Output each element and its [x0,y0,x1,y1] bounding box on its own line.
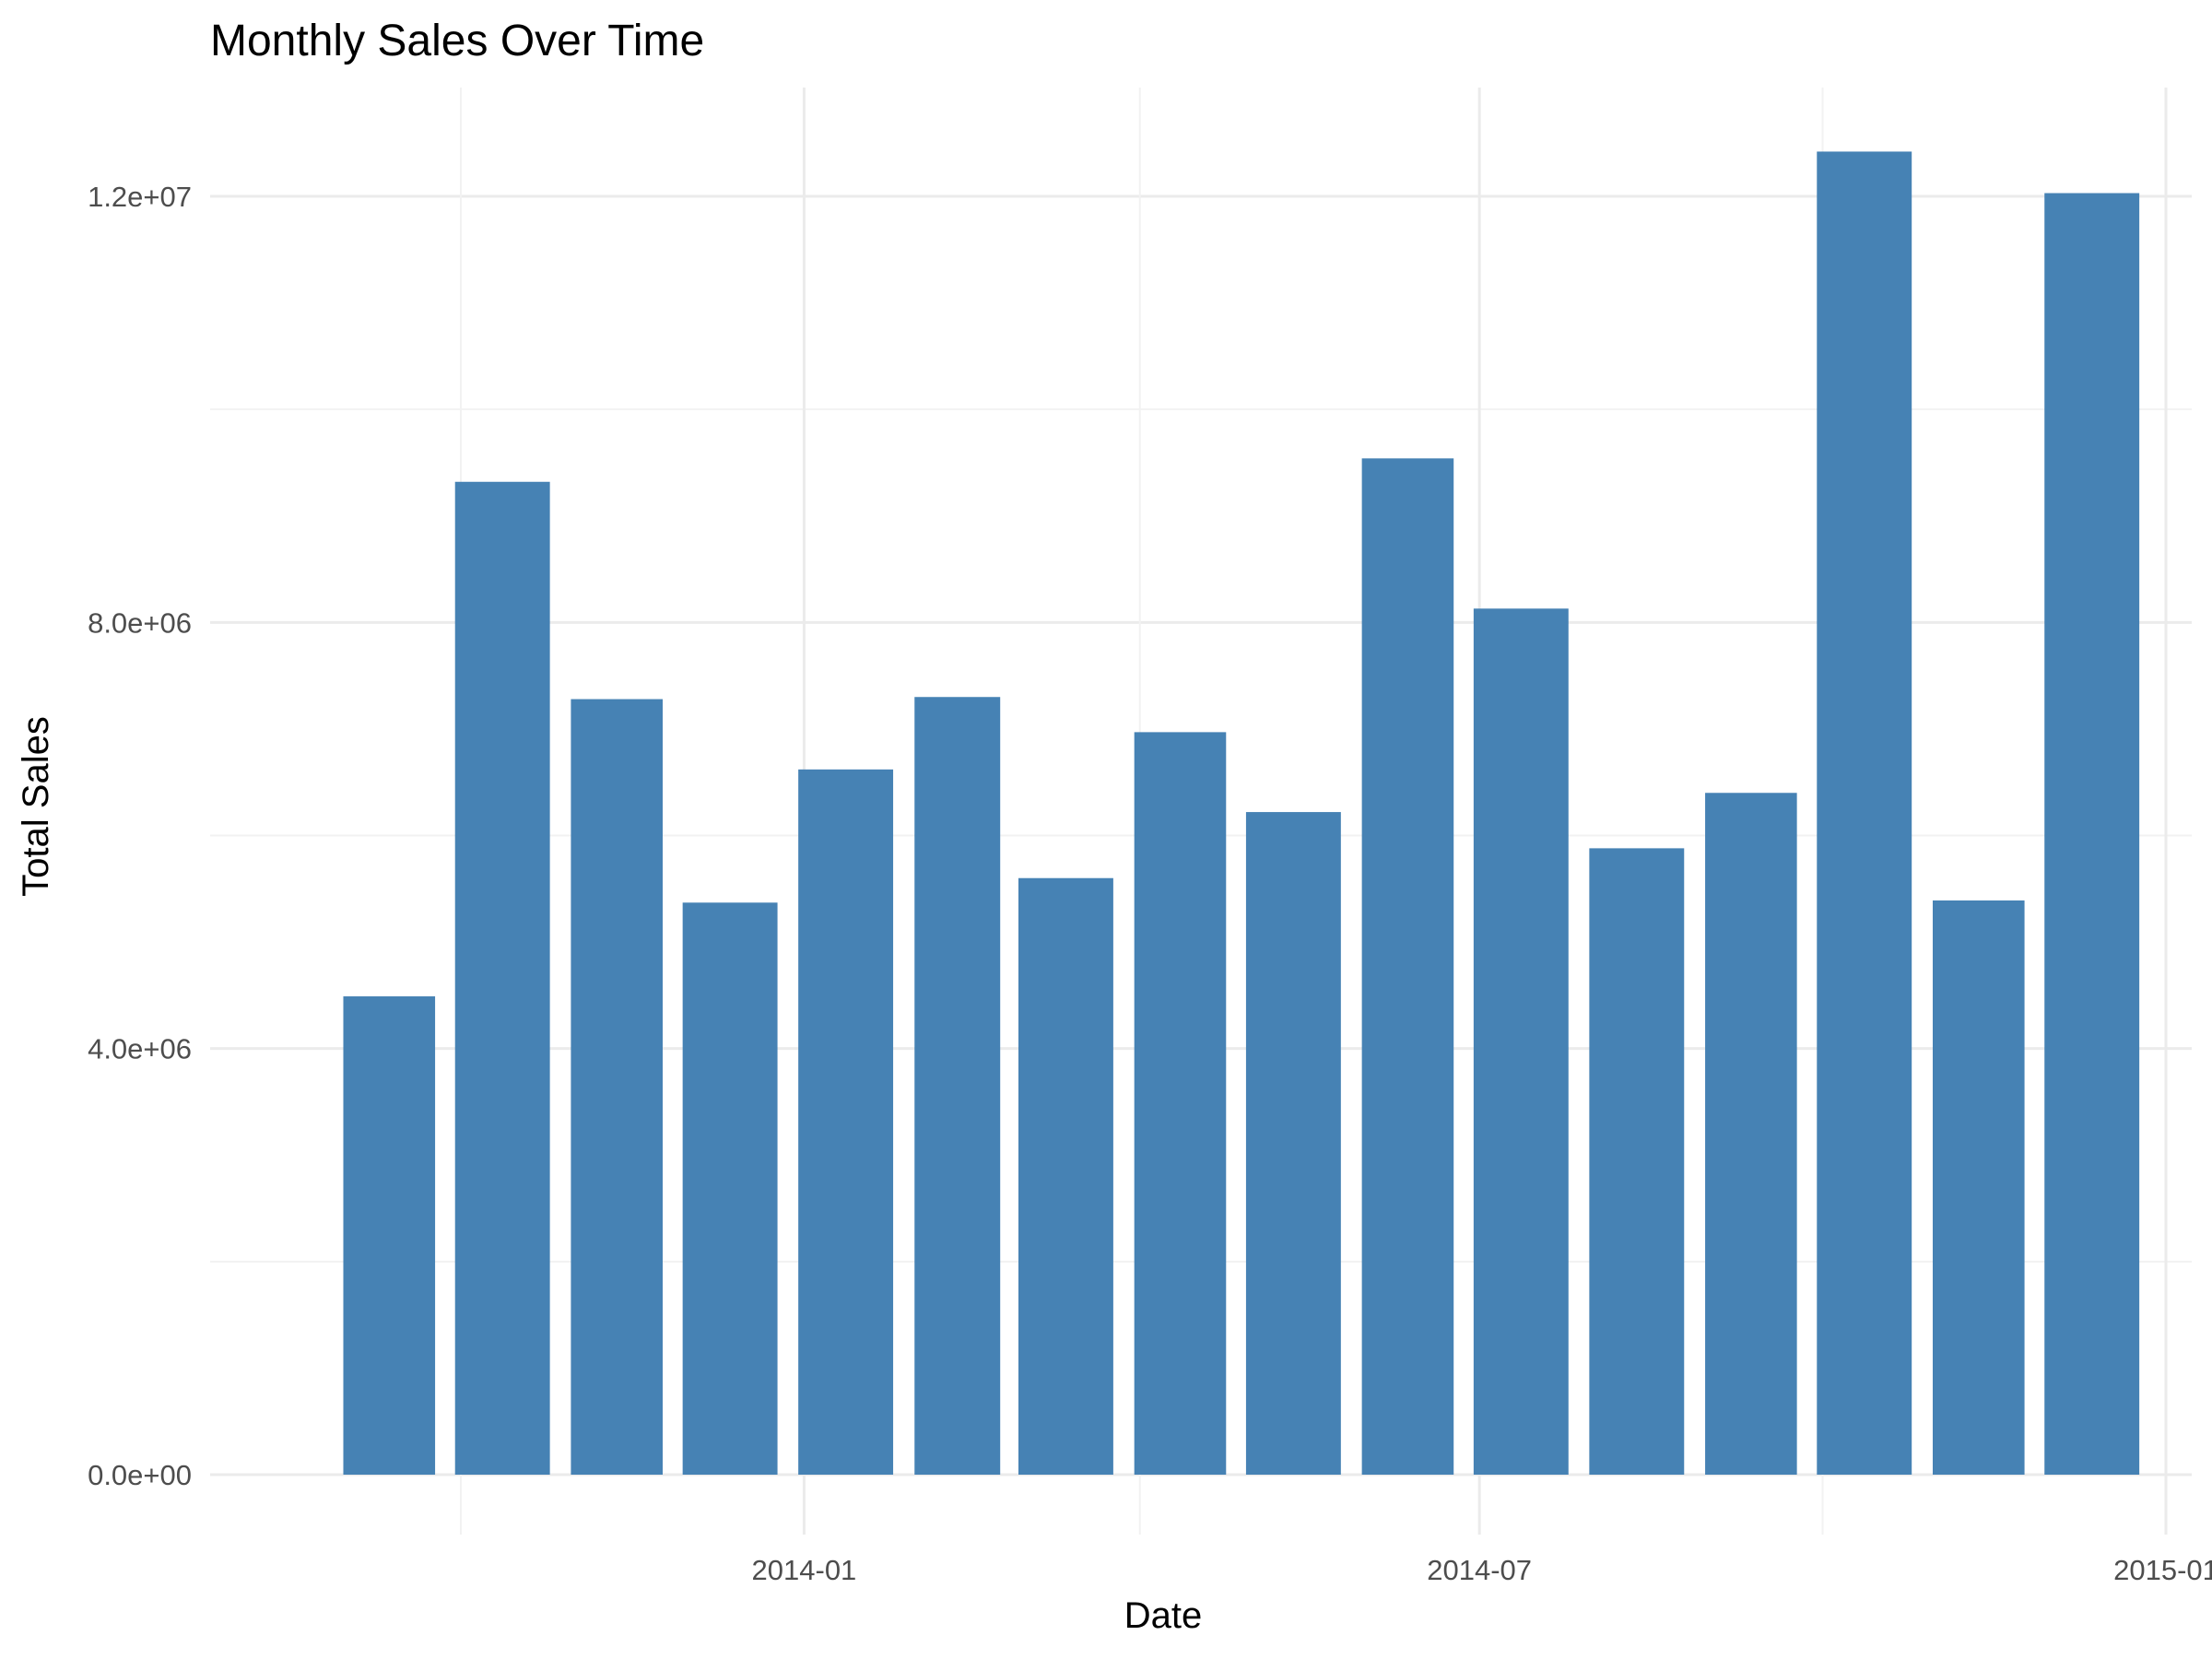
x-tick-label: 2015-01 [2113,1554,2212,1586]
y-axis-title: Total Sales [16,716,56,897]
y-tick-label: 8.0e+06 [88,606,192,639]
bar-2014-06 [1361,458,1454,1476]
bar-2014-05 [1245,812,1341,1475]
bar-2013-09 [343,996,436,1475]
bar-2014-08 [1589,848,1685,1475]
bar-2014-01 [798,769,894,1475]
bar-2014-10 [1817,151,1912,1476]
bar-2014-11 [1932,900,2025,1475]
bar-2014-02 [914,697,1001,1475]
chart-title: Monthly Sales Over Time [210,17,704,65]
y-tick-label: 1.2e+07 [88,181,192,213]
x-axis-title: Date [1124,1595,1203,1636]
bar-2013-10 [454,481,550,1475]
bar-2013-12 [682,902,778,1475]
bar-2014-09 [1705,793,1797,1475]
x-axis-ticks: 2014-01 2014-07 2015-01 [752,1554,2212,1586]
y-tick-label: 4.0e+06 [88,1033,192,1065]
x-tick-label: 2014-01 [752,1554,857,1586]
x-tick-label: 2014-07 [1427,1554,1532,1586]
y-tick-label: 0.0e+00 [88,1459,192,1491]
bar-2014-03 [1018,877,1113,1475]
bar-2013-11 [571,699,664,1475]
bar-2014-04 [1134,732,1227,1475]
y-axis-ticks: 0.0e+00 4.0e+06 8.0e+06 1.2e+07 [88,181,192,1491]
bar-2014-12 [2044,193,2140,1476]
bar-2014-07 [1473,608,1569,1475]
bars [343,151,2140,1476]
